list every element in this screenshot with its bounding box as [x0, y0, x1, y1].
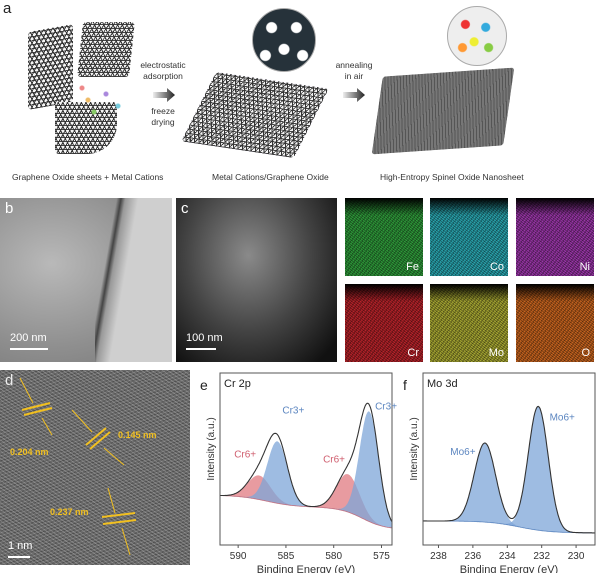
panel-label-c: c — [181, 200, 189, 217]
panel-label: e — [200, 377, 208, 393]
x-tick-label: 236 — [465, 551, 482, 562]
plot-border — [422, 372, 596, 546]
lattice-spacing-label: 0.204 nm — [10, 447, 49, 457]
step-text: adsorption — [143, 71, 183, 81]
x-axis-label: Binding Energy (eV) — [257, 564, 355, 573]
x-tick-label: 230 — [568, 551, 585, 562]
component-peak-mo6plus — [423, 406, 595, 533]
x-tick-label: 585 — [278, 551, 295, 562]
peak-label: Cr3+ — [375, 401, 397, 412]
step-text: drying — [151, 117, 175, 127]
metal-cations — [70, 70, 130, 130]
x-tick-label: 590 — [230, 551, 247, 562]
eds-map-o: O — [516, 284, 594, 362]
eds-map-fe: Fe — [345, 198, 423, 276]
element-label: Ni — [579, 261, 590, 273]
envelope-line — [220, 402, 393, 522]
caption-graphene-oxide: Graphene Oxide sheets + Metal Cations — [12, 172, 164, 182]
lattice-markers — [19, 377, 137, 556]
graphene-oxide-sheet — [77, 22, 135, 77]
background-line — [422, 520, 596, 546]
x-tick-label: 234 — [499, 551, 516, 562]
panel-label-a: a — [3, 0, 12, 17]
component-peak-mo6plus — [423, 443, 595, 533]
x-tick-label: 575 — [373, 551, 390, 562]
plot-border — [219, 372, 393, 546]
eds-map-cr: Cr — [345, 284, 423, 362]
panel-d-hrtem-image: d 0.204 nm 0.145 nm 0.237 nm 1 nm — [0, 370, 190, 565]
scale-bar — [10, 348, 48, 350]
arrow-right-icon — [343, 88, 365, 102]
chart-title: Cr 2p — [224, 378, 251, 390]
step-text: electrostatic — [140, 60, 186, 70]
peak-label: Cr3+ — [282, 405, 304, 416]
zoom-inset-spinel — [447, 6, 507, 66]
scale-bar — [186, 348, 216, 350]
element-label: Co — [489, 261, 504, 273]
step-text: freeze — [151, 106, 175, 116]
caption-spinel-nanosheet: High-Entropy Spinel Oxide Nanosheet — [380, 172, 524, 182]
eds-map-co: Co — [430, 198, 508, 276]
step1-top-label: electrostatic adsorption — [138, 60, 188, 82]
step-text: in air — [344, 71, 364, 81]
lattice-spacing-label: 0.145 nm — [118, 430, 157, 440]
arrow-right-icon — [153, 88, 175, 102]
element-label: Mo — [488, 347, 504, 359]
peak-label: Cr6+ — [234, 449, 256, 460]
peak-label: Cr6+ — [323, 454, 345, 465]
element-label: O — [581, 347, 590, 359]
zoom-inset-lattice — [252, 8, 316, 72]
step1-bottom-label: freeze drying — [140, 106, 186, 128]
scale-bar — [8, 556, 30, 558]
eds-map-mo: Mo — [430, 284, 508, 362]
panel-label: f — [403, 377, 407, 393]
panel-label-d: d — [5, 372, 14, 389]
xps-chart-mo-3d: 238 236 234 232 230 Binding Energy (eV) Intens… — [403, 372, 596, 573]
sheet-edge — [95, 198, 172, 362]
x-tick-label: 232 — [533, 551, 550, 562]
element-label: Cr — [407, 347, 419, 359]
metal-cation-graphene-sheet — [181, 71, 329, 159]
peak-label: Mo6+ — [450, 447, 475, 458]
y-axis-label: Intensity (a.u.) — [409, 417, 420, 480]
eds-map-ni: Ni — [516, 198, 594, 276]
panel-label-b: b — [5, 200, 14, 217]
panel-b-tem-image: b 200 nm — [0, 198, 172, 362]
x-tick-label: 238 — [430, 551, 447, 562]
component-peak-cr3plus — [220, 411, 392, 528]
y-axis-label: Intensity (a.u.) — [206, 417, 217, 480]
envelope-line — [423, 405, 595, 534]
chart-title: Mo 3d — [427, 378, 458, 390]
lattice-spacing-label: 0.237 nm — [50, 507, 89, 517]
peak-label: Mo6+ — [550, 412, 575, 423]
background-line — [219, 495, 393, 546]
spinel-oxide-nanosheet — [371, 67, 515, 155]
caption-metal-cations-go: Metal Cations/Graphene Oxide — [212, 172, 329, 182]
step-text: annealing — [335, 60, 373, 70]
graphene-oxide-sheet — [28, 24, 73, 110]
xps-chart-cr-2p: 590 585 580 575 Binding Energy (eV) Intensity… — [200, 372, 397, 573]
x-axis-label: Binding Energy (eV) — [460, 564, 558, 573]
step2-label: annealing in air — [333, 60, 375, 82]
scale-label: 100 nm — [186, 332, 223, 344]
element-label: Fe — [406, 261, 419, 273]
panel-c-haadf-image: c 100 nm — [176, 198, 337, 362]
x-tick-label: 580 — [325, 551, 342, 562]
scale-label: 1 nm — [8, 540, 33, 552]
component-peak-cr6plus — [220, 474, 392, 528]
scale-label: 200 nm — [10, 332, 47, 344]
